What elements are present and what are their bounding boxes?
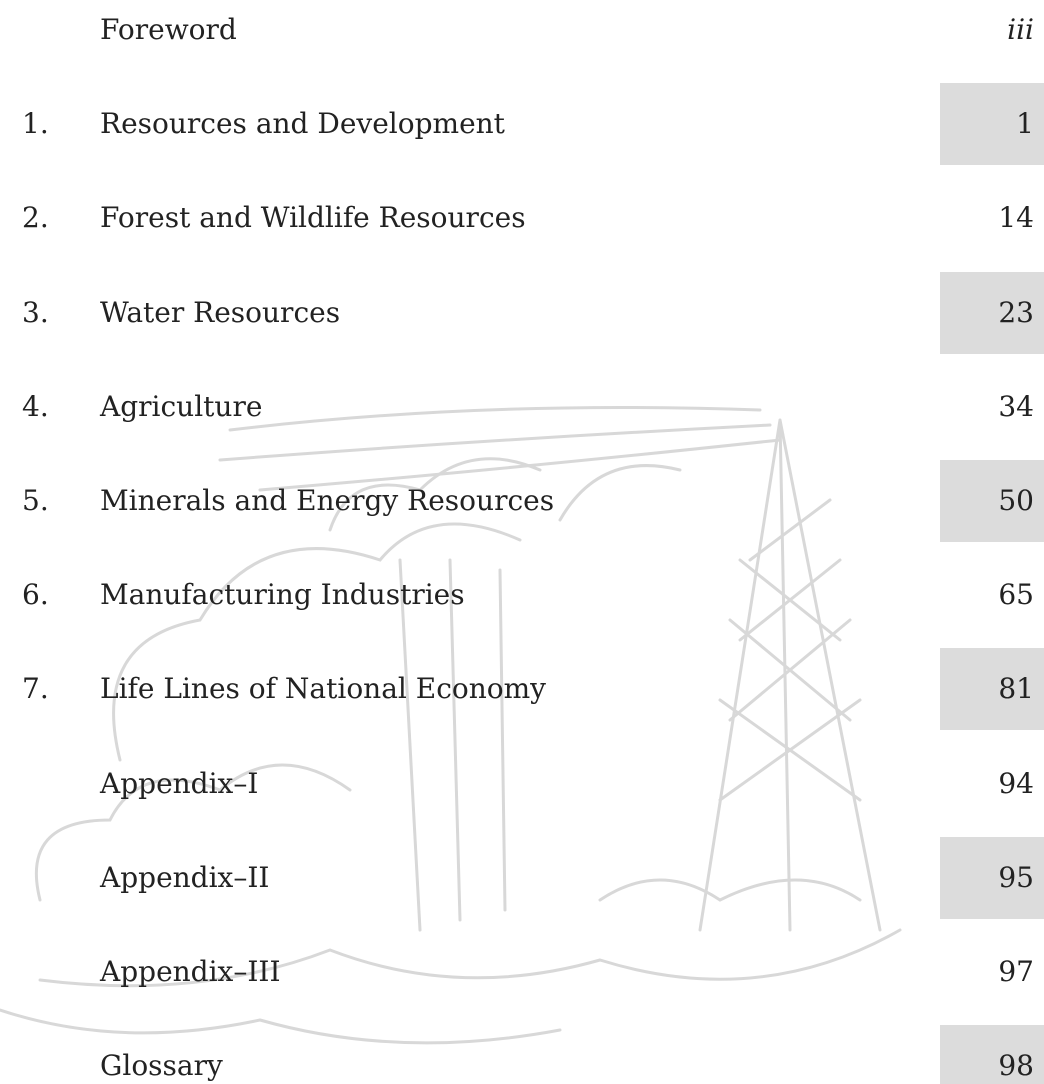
contents-page: Foreword iii 1. Resources and Development 1 2… [0, 0, 1044, 1084]
entry-page: iii [1007, 10, 1034, 50]
entry-number: 6. [22, 575, 49, 615]
entry-title: Life Lines of National Economy [100, 669, 546, 709]
entry-page: 65 [998, 575, 1034, 615]
entry-page: 23 [998, 293, 1034, 333]
entry-page: 1 [1016, 104, 1034, 144]
entry-title: Glossary [100, 1046, 223, 1084]
entry-page: 14 [998, 198, 1034, 238]
entry-number: 7. [22, 669, 49, 709]
entry-page: 50 [998, 481, 1034, 521]
entry-page: 97 [998, 952, 1034, 992]
entry-title: Appendix–II [100, 858, 269, 898]
entry-number: 4. [22, 387, 49, 427]
entry-title: Minerals and Energy Resources [100, 481, 554, 521]
entry-number: 1. [22, 104, 49, 144]
entry-title: Appendix–III [100, 952, 281, 992]
entry-title: Agriculture [100, 387, 262, 427]
entry-page: 34 [998, 387, 1034, 427]
entry-number: 3. [22, 293, 49, 333]
entry-number: 5. [22, 481, 49, 521]
entry-title: Resources and Development [100, 104, 505, 144]
entry-page: 95 [998, 858, 1034, 898]
entry-title: Water Resources [100, 293, 340, 333]
entry-title: Foreword [100, 10, 237, 50]
entry-page: 94 [998, 764, 1034, 804]
background-illustration [0, 0, 1044, 1084]
entry-title: Manufacturing Industries [100, 575, 465, 615]
entry-number: 2. [22, 198, 49, 238]
entry-title: Appendix–I [100, 764, 258, 804]
entry-page: 81 [998, 669, 1034, 709]
entry-page: 98 [998, 1046, 1034, 1084]
entry-title: Forest and Wildlife Resources [100, 198, 526, 238]
